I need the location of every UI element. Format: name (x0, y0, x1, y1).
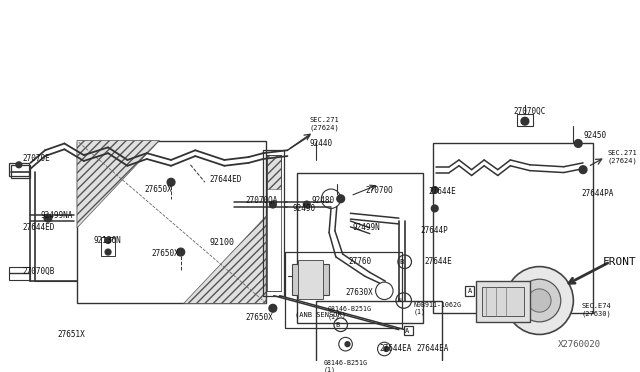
Circle shape (303, 201, 310, 208)
Text: (ANB SENSOR): (ANB SENSOR) (295, 312, 346, 318)
Bar (404, 326, 413, 336)
Bar (433, 144, 593, 313)
Text: 27070QA: 27070QA (246, 196, 278, 205)
Text: 27070QB: 27070QB (23, 267, 55, 276)
Circle shape (345, 342, 350, 347)
Text: 92480: 92480 (312, 196, 335, 205)
Circle shape (518, 279, 561, 322)
Text: 92490: 92490 (292, 204, 316, 213)
Text: 92499NA: 92499NA (40, 211, 72, 220)
Text: 92499N: 92499N (353, 223, 380, 232)
Text: 27644E: 27644E (424, 257, 452, 266)
Text: 27644P: 27644P (420, 226, 448, 235)
Circle shape (16, 162, 22, 168)
Text: N0B911-1062G
(1): N0B911-1062G (1) (413, 302, 461, 315)
Bar (483, 287, 524, 316)
Bar (9, 267, 31, 280)
Text: 27644EA: 27644EA (380, 344, 412, 353)
Bar (316, 301, 442, 372)
Text: 27760: 27760 (348, 257, 372, 266)
Text: X2760020: X2760020 (557, 340, 600, 349)
Polygon shape (77, 141, 159, 228)
Circle shape (384, 347, 388, 352)
Bar (292, 264, 329, 295)
Circle shape (579, 166, 587, 173)
Text: FRONT: FRONT (602, 257, 636, 267)
Circle shape (528, 289, 551, 312)
Text: 92440: 92440 (310, 139, 333, 148)
Text: 27650X: 27650X (145, 185, 173, 193)
Text: 27644E: 27644E (428, 187, 456, 196)
Bar (298, 260, 323, 299)
Polygon shape (184, 216, 266, 304)
Bar (9, 163, 29, 176)
Text: A: A (467, 288, 472, 294)
Text: 08146-B251G
(1): 08146-B251G (1) (327, 307, 371, 320)
Bar (263, 150, 285, 296)
Bar (101, 237, 115, 256)
Text: 27070E: 27070E (23, 154, 51, 163)
Bar (517, 115, 532, 126)
Text: 27644PA: 27644PA (581, 189, 614, 198)
Text: B: B (399, 259, 404, 265)
Circle shape (521, 117, 529, 125)
Text: 08146-B251G
(1): 08146-B251G (1) (323, 360, 367, 372)
Text: 27650X: 27650X (152, 250, 179, 259)
Circle shape (574, 140, 582, 147)
Circle shape (506, 267, 573, 334)
Text: 27644ED: 27644ED (23, 223, 55, 232)
Text: 92450: 92450 (583, 131, 606, 140)
Text: SEC.271
(27624): SEC.271 (27624) (607, 150, 637, 164)
Text: 27070QC: 27070QC (513, 107, 546, 116)
Text: SEC.E74
(27630): SEC.E74 (27630) (581, 304, 611, 317)
Bar (465, 286, 474, 296)
Bar (476, 281, 530, 322)
Text: SEC.271
(27624): SEC.271 (27624) (310, 117, 339, 131)
Circle shape (177, 248, 184, 256)
Bar (11, 165, 31, 179)
Bar (77, 141, 266, 304)
Circle shape (431, 187, 438, 193)
Circle shape (269, 304, 276, 312)
Circle shape (44, 214, 52, 222)
Polygon shape (267, 155, 280, 189)
Text: 27644ED: 27644ED (210, 175, 242, 184)
Text: 92100: 92100 (210, 238, 235, 247)
Circle shape (269, 201, 276, 208)
Text: N: N (398, 298, 402, 303)
Circle shape (337, 195, 344, 203)
Text: 27070O: 27070O (365, 186, 393, 195)
Text: 92136N: 92136N (93, 236, 121, 245)
Text: 27651X: 27651X (58, 330, 85, 339)
Circle shape (431, 205, 438, 212)
Text: B: B (335, 322, 340, 328)
Circle shape (105, 237, 111, 243)
Bar (285, 252, 402, 328)
Text: 27650X: 27650X (246, 314, 273, 323)
Circle shape (105, 249, 111, 255)
Text: 27630X: 27630X (346, 288, 373, 297)
Bar (297, 173, 423, 323)
Circle shape (167, 179, 175, 186)
Text: 27644EA: 27644EA (417, 344, 449, 353)
Text: A: A (404, 328, 409, 334)
